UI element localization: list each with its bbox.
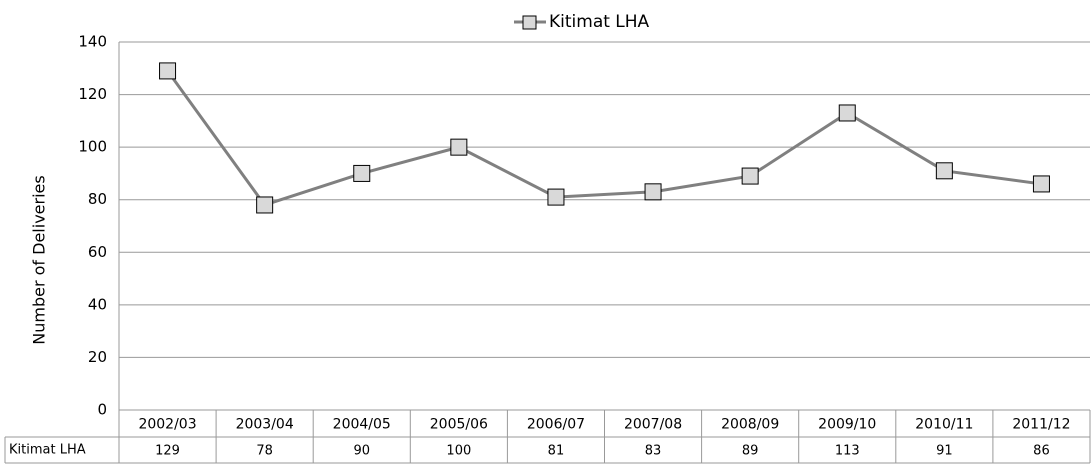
legend-label: Kitimat LHA: [549, 12, 650, 32]
x-tick-label: 2011/12: [1012, 417, 1070, 433]
y-axis-label: Number of Deliveries: [30, 175, 49, 344]
y-tick-label: 20: [88, 348, 107, 366]
table-value: 78: [256, 444, 273, 459]
x-tick-label: 2008/09: [721, 417, 779, 433]
x-tick-label: 2002/03: [138, 417, 196, 433]
table-value: 91: [936, 444, 953, 459]
y-tick-label: 100: [78, 138, 107, 156]
marker: [644, 183, 662, 201]
x-tick-label: 2009/10: [818, 417, 876, 433]
marker: [256, 196, 274, 214]
marker: [741, 167, 759, 185]
y-tick-label: 60: [88, 243, 107, 261]
series-line: [166, 70, 1042, 207]
legend-marker: [522, 15, 537, 30]
marker: [450, 138, 468, 156]
table-value: 83: [645, 444, 662, 459]
marker: [935, 162, 953, 180]
table-value: 81: [548, 444, 565, 459]
table-value: 113: [835, 444, 860, 459]
table-value: 90: [353, 444, 370, 459]
x-tick-label: 2006/07: [527, 417, 585, 433]
x-tick-label: 2007/08: [624, 417, 682, 433]
x-tick-label: 2005/06: [430, 417, 488, 433]
y-tick-label: 140: [78, 33, 107, 51]
marker: [353, 164, 371, 182]
table-value: 129: [155, 444, 180, 459]
table-row-header: Kitimat LHA: [9, 443, 86, 458]
table-value: 86: [1033, 444, 1050, 459]
x-tick-label: 2003/04: [236, 417, 294, 433]
y-tick-label: 0: [97, 401, 107, 419]
marker: [1032, 175, 1050, 193]
x-tick-label: 2004/05: [333, 417, 391, 433]
marker: [547, 188, 565, 206]
marker: [838, 104, 856, 122]
y-tick-label: 80: [88, 190, 107, 208]
table-value: 89: [742, 444, 759, 459]
y-tick-label: 120: [78, 85, 107, 103]
y-tick-label: 40: [88, 295, 107, 313]
marker: [159, 62, 177, 80]
x-tick-label: 2010/11: [915, 417, 973, 433]
table-value: 100: [446, 444, 471, 459]
